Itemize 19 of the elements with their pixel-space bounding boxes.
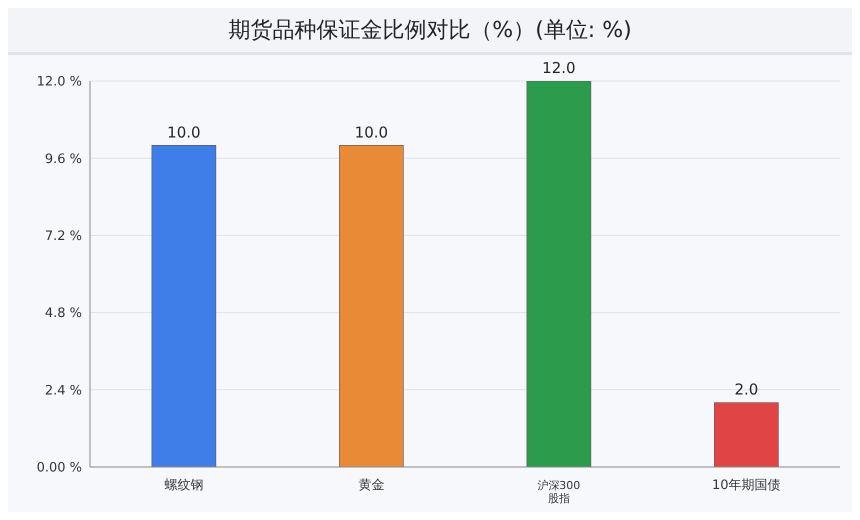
y-tick-label: 12.0 %	[36, 74, 82, 90]
data-label: 12.0	[542, 59, 576, 77]
data-label: 10.0	[167, 123, 201, 142]
chart-title: 期货品种保证金比例对比（%）(单位: %)	[8, 8, 852, 55]
x-tick-label: 10年期国债	[712, 478, 781, 493]
bar	[339, 145, 404, 467]
data-label: 2.0	[734, 380, 758, 399]
data-label: 10.0	[354, 123, 388, 142]
y-tick-label: 4.8 %	[44, 306, 82, 322]
bar	[152, 145, 216, 467]
x-tick-label: 螺纹钢	[164, 478, 204, 493]
bar	[526, 81, 592, 467]
y-tick-label: 0.00 %	[36, 460, 82, 476]
bar	[714, 402, 779, 467]
x-tick-label: 黄金	[358, 478, 384, 493]
x-tick-label: 沪深300股指	[537, 479, 580, 505]
y-tick-label: 9.6 %	[44, 152, 82, 167]
y-tick-label: 7.2 %	[44, 229, 82, 244]
y-tick-label: 2.4 %	[44, 383, 82, 398]
